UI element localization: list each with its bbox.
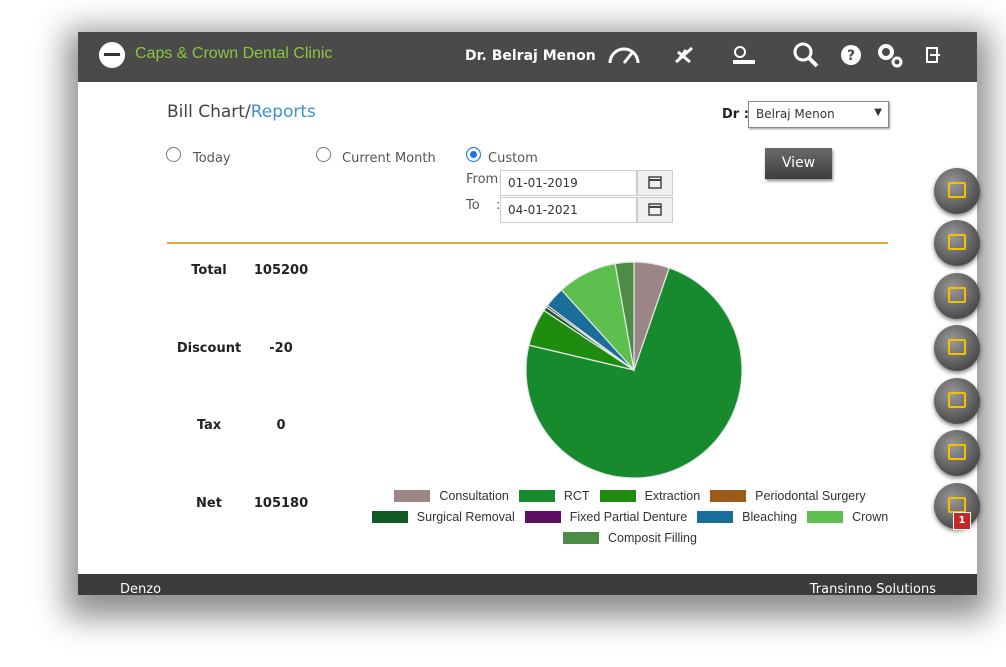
legend-label: Composit Filling [608,530,697,545]
legend-label: Bleaching [742,509,798,524]
dropdown-arrow: ▼ [874,107,882,118]
legend-item: RCT [518,488,590,503]
legend-swatch [807,510,844,523]
summary-value: 0 [276,418,286,433]
header-icons[interactable]: ? [600,40,950,72]
radio-label: Current Month [342,151,436,166]
to-label: To [466,198,480,213]
legend-swatch [697,510,734,523]
legend-label: Periodontal Surgery [755,488,866,503]
legend-row: Consultation RCT Extraction Periodontal Sur… [330,485,930,506]
footer-right: Transinno Solutions [809,582,936,597]
sidebar-button[interactable] [934,430,980,476]
svg-text:?: ? [847,48,855,64]
sidebar-icon [948,497,966,513]
legend: Consultation RCT Extraction Periodontal Sur… [330,485,930,548]
legend-label: RCT [563,488,590,503]
legend-swatch [563,531,600,544]
legend-label: Extraction [644,488,701,503]
pie-slice [525,267,743,479]
clinic-name: Caps & Crown Dental Clinic [135,45,333,62]
page-title: Bill Chart/Reports [167,102,316,122]
to-date[interactable]: 04-01-2021 [500,197,637,223]
dr-label: Dr : [722,107,749,122]
legend-label: Surgical Removal [416,509,515,524]
sidebar-button[interactable] [934,325,980,371]
pie-chart [525,261,743,479]
sidebar-icon [948,234,966,250]
calendar-icon [648,176,662,189]
footer-left: Denzo [120,582,162,597]
radio-label: Custom [488,151,538,166]
legend-row: Surgical Removal Fixed Partial Denture Ble… [330,506,930,527]
calendar-button[interactable] [637,197,673,223]
from-label: From: [466,172,503,187]
summary-label: Tax [196,418,222,433]
legend-item: Extraction [599,488,701,503]
footer-bar [78,574,977,595]
legend-swatch [524,510,561,523]
sidebar-button[interactable] [934,273,980,319]
legend-swatch [710,489,747,502]
legend-swatch [599,489,636,502]
sidebar-button[interactable] [934,168,980,214]
legend-item: Bleaching [697,510,797,524]
legend-item: Consultation [394,489,509,503]
dr-select[interactable]: Belraj Menon ▼ [748,101,889,128]
title-link[interactable]: Reports [250,102,316,122]
summary-value: 105200 [253,263,309,278]
summary-value: 105180 [253,496,309,511]
legend-swatch [518,489,555,502]
dr-value: Belraj Menon [756,107,835,121]
summary-value: -20 [269,341,293,356]
pie-slice [614,261,635,371]
legend-item: Fixed Partial Denture [524,509,688,524]
legend-item: Crown [807,510,888,524]
header-bar [78,32,977,82]
radio-label: Today [193,151,231,166]
sidebar-button[interactable] [934,220,980,266]
sidebar-icon [948,444,966,460]
legend-row: Composit Filling [330,527,930,548]
sidebar-icon [948,287,966,303]
sidebar-icon [948,182,966,198]
legend-item: Composit Filling [563,531,697,545]
logo [99,42,125,68]
radio[interactable] [166,147,181,162]
doctor-name: Dr. Belraj Menon [465,48,596,64]
from-date[interactable]: 01-01-2019 [500,170,637,196]
radio-checked[interactable] [466,147,481,162]
summary-label: Net [196,496,222,511]
radio[interactable] [316,147,331,162]
view-button[interactable]: View [765,148,832,179]
sidebar-icon [948,392,966,408]
title-text: Bill Chart/ [167,102,251,122]
summary-label: Discount [176,341,242,356]
calendar-icon [648,203,662,216]
divider [167,242,888,244]
sidebar-button[interactable] [934,378,980,424]
to-colon: : [496,198,501,213]
legend-label: Fixed Partial Denture [569,509,688,524]
legend-item: Surgical Removal [371,509,515,524]
sidebar-icon [948,339,966,355]
legend-item: Periodontal Surgery [710,488,866,503]
legend-swatch [371,510,408,523]
legend-label: Crown [852,509,889,524]
summary-label: Total [191,263,227,278]
legend-swatch [394,489,431,502]
legend-label: Consultation [439,488,509,503]
badge: 1 [953,512,971,530]
calendar-button[interactable] [637,170,673,196]
